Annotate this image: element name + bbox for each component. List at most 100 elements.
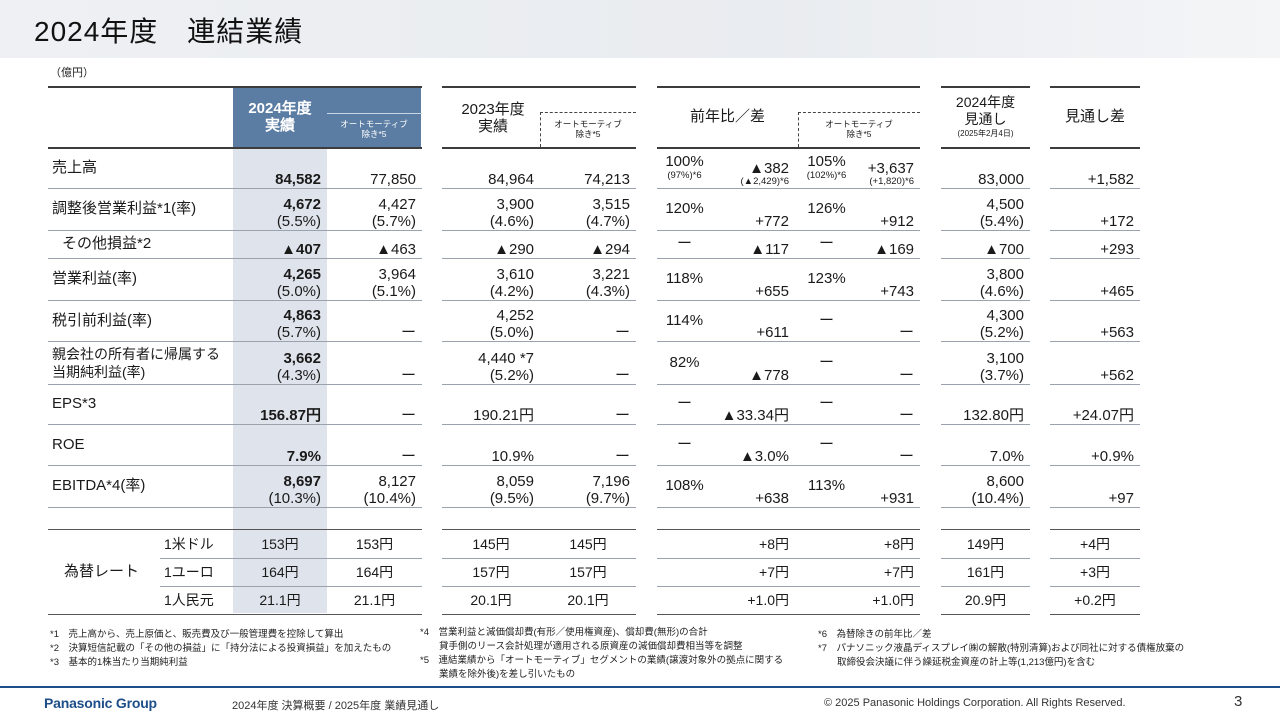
row-divider-6-3: [941, 424, 1030, 425]
cell-e-2: ー: [657, 230, 712, 258]
fx-div-0-3: [941, 558, 1030, 559]
value-h-3: +743: [880, 282, 914, 300]
value-b-0: 77,850: [370, 170, 416, 188]
row-label-0: 売上高: [52, 158, 98, 176]
fy2024-sub-divider: [327, 113, 422, 114]
fx-top-border-2: [657, 529, 920, 530]
row-divider-0-0: [48, 188, 422, 189]
row-divider-5-2: [657, 384, 920, 385]
cell-d-4: ー: [540, 300, 630, 341]
value-e-4: 114%: [665, 311, 704, 329]
fx-top-border-3: [941, 529, 1030, 530]
value-i-5: 3,100: [986, 349, 1024, 367]
header-bottom-border-1: [442, 147, 636, 149]
fy2024-header-bg: [233, 87, 421, 147]
subvalue-c-5: (5.2%): [489, 366, 534, 384]
cell-d-0: 74,213: [540, 147, 630, 188]
yoy-header: 前年比／差: [689, 108, 765, 126]
fy2024-shade: [233, 147, 327, 613]
value-h-4: ー: [898, 323, 914, 341]
fx-value-a-1: 164円: [261, 563, 299, 580]
cell-f-8: +638: [712, 465, 789, 507]
subvalue-h-0: (+1,820)*6: [869, 176, 914, 188]
fx-value-f-1: +7円: [759, 563, 789, 580]
cell-j-4: +563: [1050, 300, 1134, 341]
cell-d-5: ー: [540, 341, 630, 384]
row-divider-2-4: [1050, 258, 1140, 259]
cell-j-0: +1,582: [1050, 147, 1134, 188]
yoy-sub-vdash: [798, 112, 799, 147]
subvalue-a-4: (5.7%): [276, 323, 321, 341]
forecast-header-date: (2025年2月4日): [957, 129, 1014, 139]
cell-e-7: ー: [657, 424, 712, 465]
row-divider-7-1: [442, 465, 636, 466]
fx-div-a-1: [160, 586, 422, 587]
cell-f-1: +772: [712, 188, 789, 230]
row-divider-8-4: [1050, 507, 1140, 508]
fx-value-j-2: +0.2円: [1074, 591, 1116, 608]
subvalue-b-8: (10.4%): [363, 489, 416, 507]
cell-a-6: 156.87円: [233, 384, 321, 424]
fx-currency-2: 1人民元: [164, 591, 214, 608]
value-i-1: 4,500: [986, 195, 1024, 213]
value-h-7: ー: [898, 447, 914, 465]
value-i-8: 8,600: [986, 472, 1024, 490]
cell-b-4: ー: [327, 300, 416, 341]
cell-c-8: 8,059 (9.5%): [442, 465, 534, 507]
row-divider-4-3: [941, 341, 1030, 342]
row-label-3: 営業利益(率): [52, 270, 137, 287]
header-bottom-border-3: [941, 147, 1030, 149]
value-j-7: +0.9%: [1091, 447, 1134, 465]
fx-value-b-1: 164円: [355, 563, 394, 580]
row-divider-6-0: [48, 424, 422, 425]
value-e-7: ー: [676, 435, 692, 453]
footer-title: 2024年度 決算概要 / 2025年度 業績見通し: [232, 700, 440, 712]
row-divider-7-2: [657, 465, 920, 466]
company-logo: Panasonic Group: [44, 695, 157, 711]
cell-g-8: 113%: [798, 465, 855, 507]
cell-b-0: 77,850: [327, 147, 416, 188]
footnote-2: *2 決算短信記載の「その他の損益」に「持分法による投資損益」を加えたもの: [50, 643, 392, 654]
value-e-2: ー: [676, 235, 692, 253]
subvalue-a-1: (5.5%): [276, 212, 321, 230]
value-j-3: +465: [1100, 282, 1134, 300]
subvalue-i-1: (5.4%): [979, 212, 1024, 230]
cell-j-7: +0.9%: [1050, 424, 1134, 465]
value-j-1: +172: [1100, 212, 1134, 230]
page-title: 2024年度 連結業績: [34, 16, 304, 47]
value-g-8: 113%: [807, 477, 846, 495]
fx-bottom-border-1: [442, 614, 636, 615]
cell-c-6: 190.21円: [442, 384, 534, 424]
value-j-4: +563: [1100, 323, 1134, 341]
cell-c-7: 10.9%: [442, 424, 534, 465]
value-a-8: 8,697: [283, 472, 321, 490]
value-d-1: 3,515: [592, 195, 630, 213]
subvalue-b-1: (5.7%): [371, 212, 416, 230]
value-a-3: 4,265: [283, 265, 321, 283]
value-g-7: ー: [818, 435, 834, 453]
value-a-7: 7.9%: [286, 447, 321, 465]
subvalue-a-5: (4.3%): [276, 366, 321, 384]
cell-d-6: ー: [540, 384, 630, 424]
row-divider-5-3: [941, 384, 1030, 385]
cell-h-1: +912: [855, 188, 914, 230]
table-top-border-4: [1050, 86, 1140, 88]
cell-f-5: ▲778: [712, 341, 789, 384]
cell-a-8: 8,697 (10.3%): [233, 465, 321, 507]
row-label-2: その他損益*2: [62, 235, 152, 252]
value-g-6: ー: [818, 395, 834, 413]
cell-i-6: 132.80円: [941, 384, 1024, 424]
fx-value-c-2: 20.1円: [470, 591, 512, 608]
value-e-1: 120%: [665, 200, 704, 218]
fy2023-sub-dash: [540, 112, 636, 113]
value-j-2: +293: [1100, 240, 1134, 258]
value-e-8: 108%: [665, 477, 704, 495]
row-divider-8-2: [657, 507, 920, 508]
fx-value-b-2: 21.1円: [353, 591, 396, 608]
cell-g-0: 105% (102%)*6: [798, 147, 855, 188]
cell-h-2: ▲169: [855, 230, 914, 258]
cell-j-3: +465: [1050, 258, 1134, 300]
fy2023-actual-header: 2023年度 実績: [461, 100, 525, 135]
fx-div-1-3: [941, 586, 1030, 587]
row-label-8: EBITDA*4(率): [52, 477, 146, 494]
